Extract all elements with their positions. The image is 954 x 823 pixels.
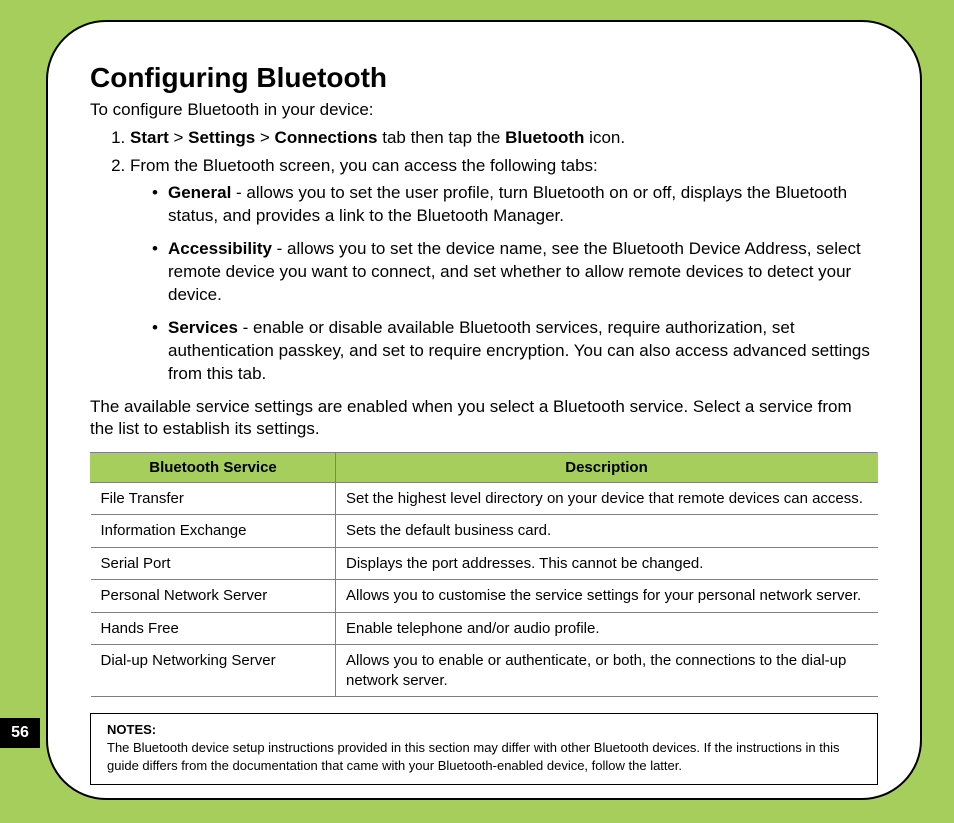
sep: > (169, 128, 188, 147)
service-desc: Enable telephone and/or audio profile. (336, 612, 878, 645)
page-content: Configuring Bluetooth To configure Bluet… (46, 20, 922, 800)
steps-list: Start > Settings > Connections tab then … (130, 128, 878, 386)
col-service: Bluetooth Service (91, 452, 336, 482)
service-name: Serial Port (91, 547, 336, 580)
col-description: Description (336, 452, 878, 482)
service-desc: Displays the port addresses. This cannot… (336, 547, 878, 580)
service-desc: Sets the default business card. (336, 515, 878, 548)
table-row: Serial Port Displays the port addresses.… (91, 547, 878, 580)
service-name: Information Exchange (91, 515, 336, 548)
service-name: Dial-up Networking Server (91, 645, 336, 697)
tab-desc: - enable or disable available Bluetooth … (168, 318, 870, 383)
tab-name: Accessibility (168, 239, 272, 258)
intro-text: To configure Bluetooth in your device: (90, 100, 878, 120)
service-desc: Allows you to enable or authenticate, or… (336, 645, 878, 697)
service-desc: Set the highest level directory on your … (336, 482, 878, 515)
tab-desc: - allows you to set the device name, see… (168, 239, 861, 304)
table-header-row: Bluetooth Service Description (91, 452, 878, 482)
notes-text: The Bluetooth device setup instructions … (107, 739, 861, 774)
table-row: File Transfer Set the highest level dire… (91, 482, 878, 515)
notes-box: NOTES: The Bluetooth device setup instru… (90, 713, 878, 785)
path-start: Start (130, 128, 169, 147)
tab-general: General - allows you to set the user pro… (152, 182, 878, 228)
step2-text: From the Bluetooth screen, you can acces… (130, 156, 598, 175)
service-name: Personal Network Server (91, 580, 336, 613)
service-name: Hands Free (91, 612, 336, 645)
after-list-text: The available service settings are enabl… (90, 396, 878, 440)
tab-name: General (168, 183, 231, 202)
tabs-list: General - allows you to set the user pro… (152, 182, 878, 386)
tab-services: Services - enable or disable available B… (152, 317, 878, 386)
table-row: Personal Network Server Allows you to cu… (91, 580, 878, 613)
page-title: Configuring Bluetooth (90, 62, 878, 94)
tab-accessibility: Accessibility - allows you to set the de… (152, 238, 878, 307)
path-connections: Connections (275, 128, 378, 147)
tab-desc: - allows you to set the user profile, tu… (168, 183, 847, 225)
step1-tail: icon. (584, 128, 625, 147)
step-1: Start > Settings > Connections tab then … (130, 128, 878, 148)
page-number: 56 (0, 718, 40, 748)
services-table: Bluetooth Service Description File Trans… (90, 452, 878, 698)
service-desc: Allows you to customise the service sett… (336, 580, 878, 613)
path-bluetooth: Bluetooth (505, 128, 584, 147)
sep: > (255, 128, 274, 147)
service-name: File Transfer (91, 482, 336, 515)
table-row: Information Exchange Sets the default bu… (91, 515, 878, 548)
step1-mid: tab then tap the (378, 128, 506, 147)
table-row: Dial-up Networking Server Allows you to … (91, 645, 878, 697)
path-settings: Settings (188, 128, 255, 147)
tab-name: Services (168, 318, 238, 337)
notes-label: NOTES: (107, 722, 861, 737)
table-row: Hands Free Enable telephone and/or audio… (91, 612, 878, 645)
step-2: From the Bluetooth screen, you can acces… (130, 156, 878, 386)
